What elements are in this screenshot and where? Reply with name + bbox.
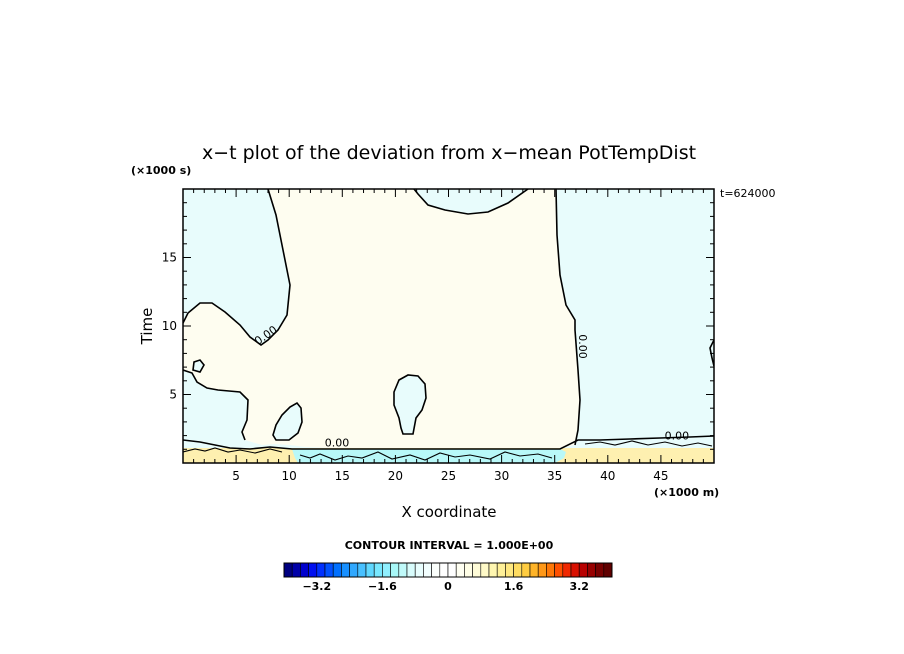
x-tick-label: 35 [547, 469, 562, 483]
x-tick-label: 10 [282, 469, 297, 483]
contour-label: 0.00 [665, 430, 690, 443]
colorbar-swatch [603, 562, 613, 578]
colorbar-swatch [570, 562, 580, 578]
x-axis: 5 10 15 20 25 30 35 40 45 [193, 189, 704, 483]
colorbar-swatch [373, 562, 383, 578]
x-tick-label: 30 [494, 469, 509, 483]
y-axis-label: Time [138, 308, 156, 346]
colorbar-swatch [505, 562, 514, 578]
colorbar-swatch [390, 562, 400, 578]
colorbar-swatch [398, 562, 408, 578]
colorbar-tick-label: 0 [444, 580, 452, 593]
colorbar-swatch [521, 562, 531, 578]
colorbar-swatch [300, 562, 309, 578]
colorbar-swatch [529, 562, 539, 578]
region-positive-main [183, 189, 580, 449]
colorbar: −3.2 −1.6 0 1.6 3.2 [283, 562, 613, 593]
colorbar-swatch [382, 562, 391, 578]
colorbar-swatch [455, 562, 465, 578]
x-tick-label: 20 [388, 469, 403, 483]
colorbar-swatch [414, 562, 424, 578]
y-tick-label: 15 [162, 251, 177, 265]
contour-line-right [555, 189, 581, 446]
colorbar-swatch [513, 562, 523, 578]
colorbar-swatch [595, 562, 605, 578]
y-axis: 5 10 15 [162, 202, 714, 450]
colorbar-swatch [291, 562, 301, 578]
contour-line-blob-small [192, 359, 205, 373]
colorbar-swatch [439, 562, 449, 578]
colorbar-swatch [406, 562, 416, 578]
colorbar-tick-label: 1.6 [504, 580, 524, 593]
region-negative-band [292, 449, 566, 463]
x-axis-label: X coordinate [401, 503, 496, 521]
colorbar-swatch [488, 562, 498, 578]
colorbar-swatch [496, 562, 506, 578]
contour-line-blob-left [272, 401, 303, 441]
region-negative-blob-left [273, 403, 302, 440]
contour-line-top [413, 189, 529, 215]
colorbar-swatch [341, 562, 350, 578]
chart-title: x−t plot of the deviation from x−mean Po… [202, 142, 696, 164]
colorbar-swatch [365, 562, 375, 578]
colorbar-swatch [308, 562, 318, 578]
contour-line-main [183, 189, 291, 346]
y-tick-label: 5 [169, 388, 177, 402]
contour-line-blob-center [393, 374, 427, 435]
colorbar-swatch [324, 562, 334, 578]
y-unit-label: (×1000 s) [131, 164, 191, 177]
colorbar-tick-label: −1.6 [368, 580, 397, 593]
colorbar-tick-label: −3.2 [302, 580, 331, 593]
colorbar-swatch [357, 562, 367, 578]
x-unit-label: (×1000 m) [654, 486, 719, 499]
contour-label: 0.00 [325, 437, 350, 450]
contour-line-bottom [183, 435, 714, 450]
contour-lines [183, 189, 714, 461]
x-tick-label: 5 [232, 469, 240, 483]
colorbar-swatch [546, 562, 555, 578]
x-tick-label: 45 [653, 469, 668, 483]
corner-time-label: t=624000 [720, 187, 776, 200]
colorbar-tick-label: 3.2 [569, 580, 589, 593]
plot-area: 0.00 0.000.000.00 [183, 189, 714, 463]
colorbar-swatch [283, 562, 293, 578]
colorbar-swatch [562, 562, 572, 578]
colorbar-swatch [537, 562, 547, 578]
contour-line-band-wiggle [299, 451, 553, 461]
colorbar-swatch [447, 562, 457, 578]
contour-label: 0.00 [576, 334, 589, 359]
colorbar-frame [283, 562, 613, 578]
y-tick-label: 10 [162, 319, 177, 333]
x-tick-label: 15 [335, 469, 350, 483]
colorbar-swatch [431, 562, 441, 578]
region-negative-blob-center [394, 375, 426, 434]
colorbar-swatch [578, 562, 588, 578]
colorbar-swatch [554, 562, 564, 578]
x-tick-label: 25 [441, 469, 456, 483]
contour-line-band-wiggle-3 [584, 440, 713, 447]
colorbar-swatch [472, 562, 482, 578]
colorbar-swatch [332, 562, 342, 578]
colorbar-title: CONTOUR INTERVAL = 1.000E+00 [345, 539, 554, 552]
x-tick-label: 40 [600, 469, 615, 483]
colorbar-swatch [464, 562, 473, 578]
colorbar-swatch [480, 562, 490, 578]
colorbar-swatch [587, 562, 596, 578]
colorbar-swatch [349, 562, 359, 578]
colorbar-swatch [423, 562, 432, 578]
contour-labels: 0.00 0.000.000.00 [252, 323, 689, 449]
contour-line-left-lower [183, 369, 249, 441]
colorbar-swatch [316, 562, 326, 578]
contour-line-band-wiggle-2 [183, 447, 283, 454]
